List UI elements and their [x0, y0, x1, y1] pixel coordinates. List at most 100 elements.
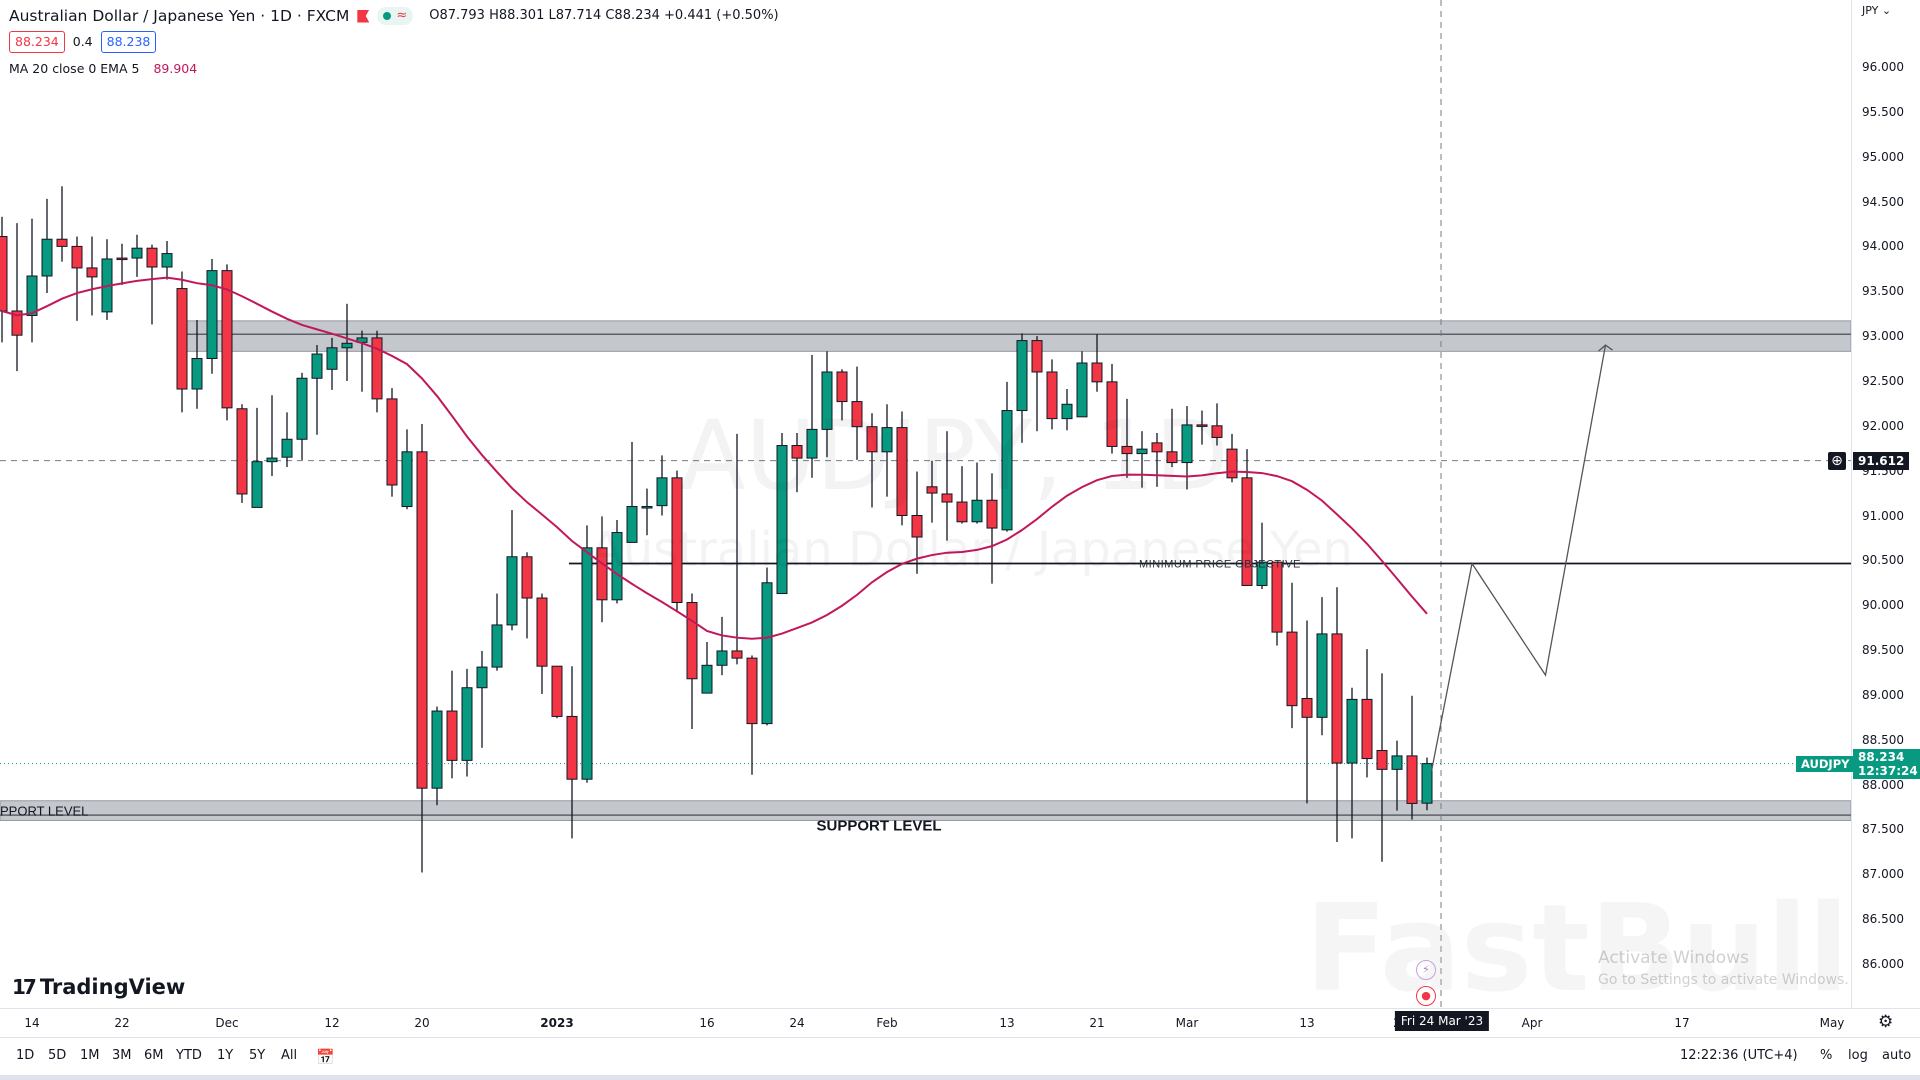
candle [236, 404, 248, 503]
candle [626, 441, 638, 543]
candle-body [1391, 755, 1403, 770]
range-button-all[interactable]: All [281, 1048, 298, 1063]
candle [971, 462, 983, 524]
range-button-ytd[interactable]: YTD [176, 1048, 202, 1063]
candle [701, 641, 713, 694]
candle [416, 424, 428, 873]
candle [1076, 351, 1088, 418]
time-axis[interactable]: ⚙ 1422Dec122020231624Feb1321Mar132Apr17M… [0, 1008, 1920, 1038]
candle-body [926, 486, 938, 494]
range-button-5y[interactable]: 5Y [249, 1048, 266, 1063]
candle [926, 460, 938, 523]
market-status[interactable]: ≈ [377, 7, 414, 25]
candle [131, 234, 143, 277]
indicator-label[interactable]: MA 20 close 0 EMA 5 [9, 61, 140, 76]
price-tick-label: 92.000 [1862, 418, 1904, 433]
candle [881, 404, 893, 497]
log-toggle[interactable]: log [1848, 1048, 1868, 1063]
candle [191, 319, 203, 409]
candle-body [746, 657, 758, 725]
candle [1001, 381, 1013, 532]
candle-body [116, 257, 128, 261]
currency-selector[interactable]: JPY ⌄ [1862, 4, 1892, 17]
record-icon[interactable]: ● [1416, 986, 1436, 1006]
time-tick-label: Dec [215, 1016, 239, 1030]
candle-body [596, 547, 608, 601]
tradingview-logo[interactable]: 17 TradingView [12, 975, 185, 999]
range-button-1d[interactable]: 1D [16, 1048, 35, 1063]
candle [1421, 757, 1433, 811]
candle [1391, 740, 1403, 811]
candle-body [896, 427, 908, 516]
candle-body [731, 650, 743, 659]
symbol-title[interactable]: Australian Dollar / Japanese Yen · 1D · … [9, 7, 350, 25]
candle-body [1376, 750, 1388, 770]
approx-icon: ≈ [396, 8, 408, 23]
price-chart[interactable]: PPORT LEVEL MINIMUM PRICE OBJECTIVE SUPPOR… [0, 0, 1851, 1008]
time-tick-label: 13 [999, 1016, 1015, 1030]
buy-price-button[interactable]: 88.238 [100, 31, 157, 53]
candle-body [1151, 442, 1163, 453]
price-tick-label: 90.500 [1862, 553, 1904, 568]
candle-body [971, 499, 983, 523]
range-button-3m[interactable]: 3M [112, 1048, 132, 1063]
candle-body [941, 493, 953, 503]
candle-body [326, 347, 338, 370]
range-button-1y[interactable]: 1Y [217, 1048, 234, 1063]
candle [56, 186, 68, 262]
candle [1046, 359, 1058, 430]
candle [551, 665, 563, 719]
candle-body [1061, 403, 1073, 420]
time-tick-label: 14 [24, 1016, 40, 1030]
minimum-price-objective-label: MINIMUM PRICE OBJECTIVE [1139, 558, 1301, 570]
candle [461, 668, 473, 777]
ma-ema-line [1, 276, 1428, 640]
candle-body [641, 506, 653, 509]
candle-body [536, 597, 548, 667]
lightning-icon[interactable]: ⚡ [1416, 960, 1436, 980]
candle-body [1226, 448, 1238, 479]
candle-body [161, 253, 173, 268]
settings-gear-icon[interactable]: ⚙ [1878, 1012, 1894, 1032]
candle-body [386, 398, 398, 486]
candle [326, 337, 338, 390]
goto-date-calendar-icon[interactable]: 📅 [316, 1048, 335, 1066]
candle-body [176, 288, 188, 390]
percent-toggle[interactable]: % [1820, 1048, 1833, 1063]
sell-price-button[interactable]: 88.234 [9, 31, 65, 53]
chart-legend: Australian Dollar / Japanese Yen · 1D · … [9, 6, 779, 79]
candle-body [266, 457, 278, 463]
candle-body [566, 715, 578, 780]
range-button-1m[interactable]: 1M [80, 1048, 100, 1063]
candle [911, 471, 923, 574]
candle-body [1196, 424, 1208, 427]
candle [1136, 431, 1148, 488]
candle-body [1331, 633, 1343, 764]
candle-body [281, 438, 293, 458]
candle [1271, 561, 1283, 646]
candle-body [791, 445, 803, 459]
candle-body [401, 451, 413, 508]
add-alert-plus-icon[interactable]: ⊕ [1828, 451, 1846, 470]
candle [851, 366, 863, 460]
candle-body [581, 547, 593, 780]
range-button-5d[interactable]: 5D [48, 1048, 67, 1063]
auto-toggle[interactable]: auto [1882, 1048, 1912, 1063]
candle-body [206, 270, 218, 360]
projection-path [1430, 344, 1607, 772]
last-price-tag: 88.234 12:37:24 [1853, 748, 1920, 779]
candle [671, 470, 683, 613]
ohlc-values: O87.793 H88.301 L87.714 C88.234 +0.441 (… [429, 8, 779, 23]
candle-body [1241, 477, 1253, 586]
range-button-6m[interactable]: 6M [144, 1048, 164, 1063]
price-axis[interactable]: JPY ⌄ 96.000 95.500 95.000 94.500 94.000 93.5… [1851, 0, 1920, 1008]
price-tick-label: 94.000 [1862, 239, 1904, 254]
clock-timezone[interactable]: 12:22:36 (UTC+4) [1680, 1048, 1798, 1063]
candle [71, 236, 83, 321]
candle [0, 216, 8, 343]
candle-body [866, 426, 878, 453]
candle [566, 666, 578, 839]
candle [1301, 620, 1313, 804]
candle [11, 223, 23, 372]
flag-icon[interactable] [357, 9, 370, 23]
